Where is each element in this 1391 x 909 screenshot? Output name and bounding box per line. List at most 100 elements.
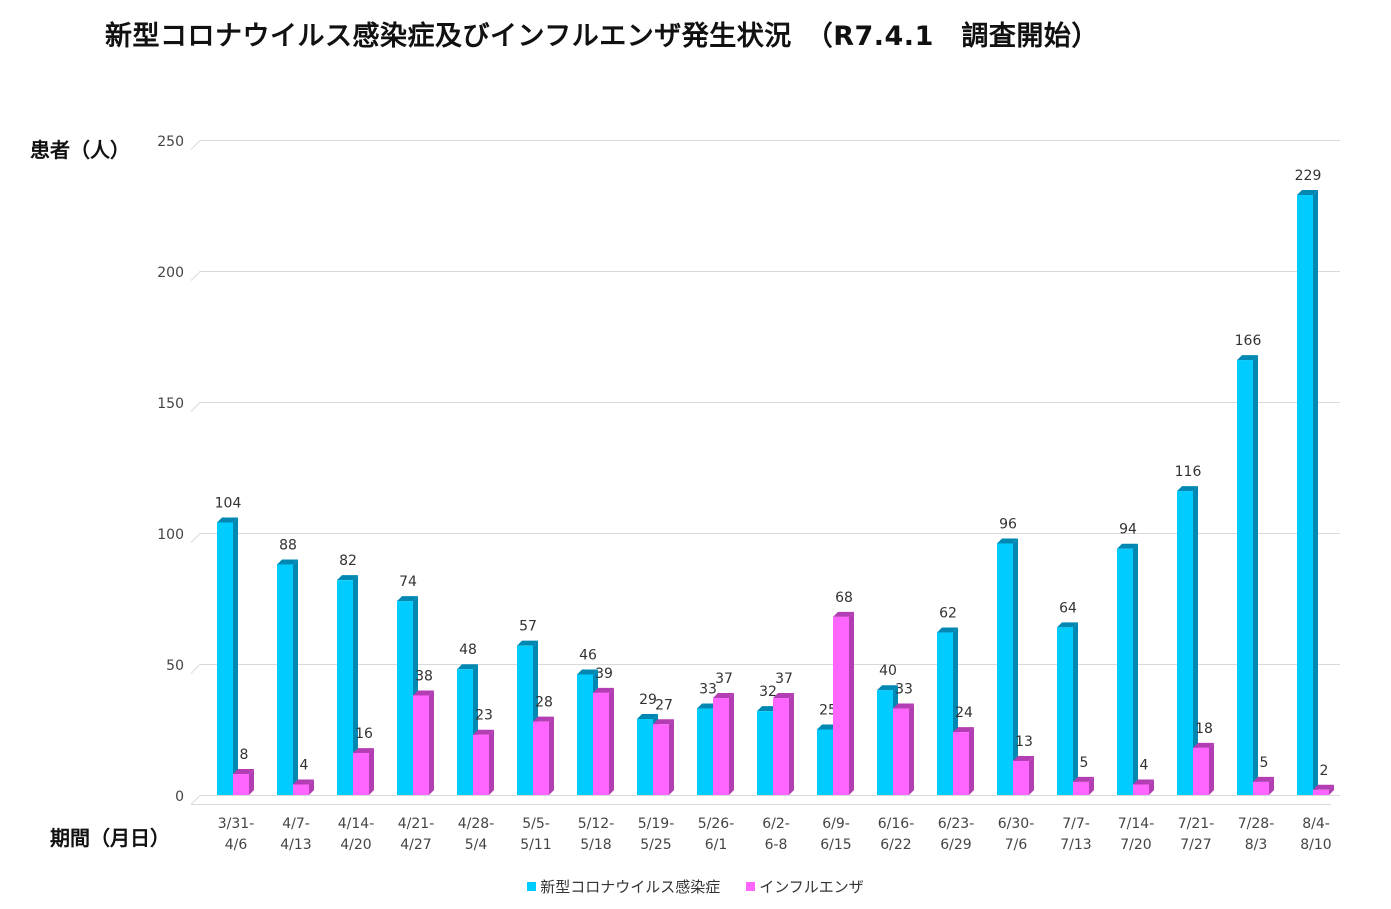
- data-label-covid: 40: [879, 663, 897, 679]
- legend-swatch-covid: [527, 882, 537, 891]
- bar-covid-top: [997, 538, 1018, 544]
- bar-influenza: [1013, 760, 1029, 795]
- data-label-covid: 33: [699, 682, 717, 698]
- data-label-influenza: 8: [240, 747, 249, 763]
- x-tick-label: 7/28-: [1238, 816, 1275, 832]
- bar-influenza: [833, 616, 849, 795]
- bar-covid: [637, 719, 653, 795]
- bar-influenza: [473, 734, 489, 795]
- y-tick-label: 50: [166, 658, 184, 674]
- x-tick-label: 7/7-: [1062, 816, 1090, 832]
- bar-covid: [397, 601, 413, 795]
- x-tick-label: 4/21-: [398, 816, 435, 832]
- bar-covid-top: [1057, 622, 1078, 628]
- bar-covid-top: [337, 575, 358, 581]
- x-tick-label: 7/13: [1060, 837, 1091, 853]
- bar-covid: [337, 580, 353, 795]
- data-label-covid: 29: [639, 692, 657, 708]
- x-tick-label: 4/20: [340, 837, 371, 853]
- bar-covid: [697, 708, 713, 795]
- data-label-covid: 74: [399, 574, 417, 590]
- x-tick-label: 4/28-: [458, 816, 495, 832]
- data-label-influenza: 18: [1195, 721, 1213, 737]
- bar-influenza-side: [1269, 776, 1274, 795]
- bar-covid: [517, 645, 533, 795]
- bar-influenza: [893, 708, 909, 795]
- data-label-influenza: 13: [1015, 734, 1033, 750]
- legend-item-covid: 新型コロナウイルス感染症: [527, 876, 720, 897]
- bar-influenza: [653, 724, 669, 795]
- bar-covid-top: [397, 596, 418, 602]
- bar-covid: [217, 522, 233, 795]
- bar-influenza: [1133, 784, 1149, 795]
- bar-influenza-side: [549, 716, 554, 795]
- bar-influenza-top: [773, 693, 794, 699]
- data-label-influenza: 37: [775, 671, 793, 687]
- bar-influenza-top: [653, 719, 674, 725]
- bar-influenza-side: [789, 693, 794, 795]
- bar-covid-side: [1133, 543, 1138, 795]
- y-tick-label: 0: [175, 789, 184, 805]
- bar-influenza: [713, 698, 729, 795]
- bar-covid-top: [1177, 486, 1198, 492]
- data-label-covid: 229: [1295, 168, 1322, 184]
- legend-swatch-influenza: [746, 882, 756, 891]
- chart-title: 新型コロナウイルス感染症及びインフルエンザ発生状況 （R7.4.1 調査開始）: [105, 21, 1099, 52]
- x-tick-label: 6/30-: [998, 816, 1035, 832]
- y-tick-label: 150: [157, 396, 184, 412]
- bar-influenza: [1193, 747, 1209, 795]
- bar-influenza: [773, 698, 789, 795]
- bar-covid-side: [1253, 355, 1258, 795]
- bar-covid: [1177, 491, 1193, 795]
- bar-covid-top: [1237, 355, 1258, 361]
- x-tick-label: 6/9-: [822, 816, 850, 832]
- x-tick-label: 6/15: [820, 837, 851, 853]
- data-label-influenza: 38: [415, 668, 433, 684]
- bar-covid-top: [817, 724, 838, 730]
- x-tick-label: 8/4-: [1302, 816, 1330, 832]
- bar-covid-top: [577, 669, 598, 675]
- bar-influenza: [593, 692, 609, 795]
- bar-influenza-top: [353, 748, 374, 754]
- bar-influenza-side: [369, 748, 374, 795]
- bar-influenza-side: [729, 693, 734, 795]
- data-label-covid: 57: [519, 619, 537, 635]
- data-label-influenza: 2: [1320, 763, 1329, 779]
- bar-influenza-side: [669, 719, 674, 795]
- x-tick-label: 5/25: [640, 837, 671, 853]
- bar-influenza-top: [1313, 784, 1334, 790]
- bar-influenza-top: [713, 693, 734, 699]
- bar-influenza-side: [249, 769, 254, 795]
- data-label-influenza: 37: [715, 671, 733, 687]
- bar-covid: [937, 632, 953, 795]
- bar-influenza: [1073, 781, 1089, 795]
- bar-influenza-top: [1073, 776, 1094, 782]
- bar-covid: [577, 674, 593, 795]
- x-tick-label: 7/20: [1120, 837, 1151, 853]
- bar-influenza-side: [1209, 742, 1214, 795]
- bar-covid-top: [457, 664, 478, 670]
- bar-covid-side: [293, 559, 298, 795]
- x-tick-label: 6/29: [940, 837, 971, 853]
- x-tick-label: 5/18: [580, 837, 611, 853]
- x-tick-label: 4/13: [280, 837, 311, 853]
- x-tick-label: 5/4: [465, 837, 488, 853]
- data-label-covid: 25: [819, 703, 837, 719]
- bar-influenza-top: [1193, 742, 1214, 748]
- x-tick-label: 6-8: [765, 837, 788, 853]
- bar-covid-side: [1013, 538, 1018, 795]
- x-tick-label: 6/16-: [878, 816, 915, 832]
- bar-influenza-side: [969, 727, 974, 795]
- bar-covid-top: [757, 706, 778, 712]
- bar-influenza-top: [1253, 776, 1274, 782]
- bar-influenza-side: [309, 779, 314, 795]
- data-label-influenza: 33: [895, 682, 913, 698]
- gridline-depth: [190, 664, 201, 674]
- x-tick-label: 6/1: [705, 837, 728, 853]
- x-tick-label: 7/27: [1180, 837, 1211, 853]
- x-tick-label: 5/11: [520, 837, 551, 853]
- x-tick-label: 4/27: [400, 837, 431, 853]
- bar-influenza-top: [1013, 755, 1034, 761]
- bar-influenza-top: [1133, 779, 1154, 785]
- y-axis-label: 患者（人）: [30, 138, 130, 162]
